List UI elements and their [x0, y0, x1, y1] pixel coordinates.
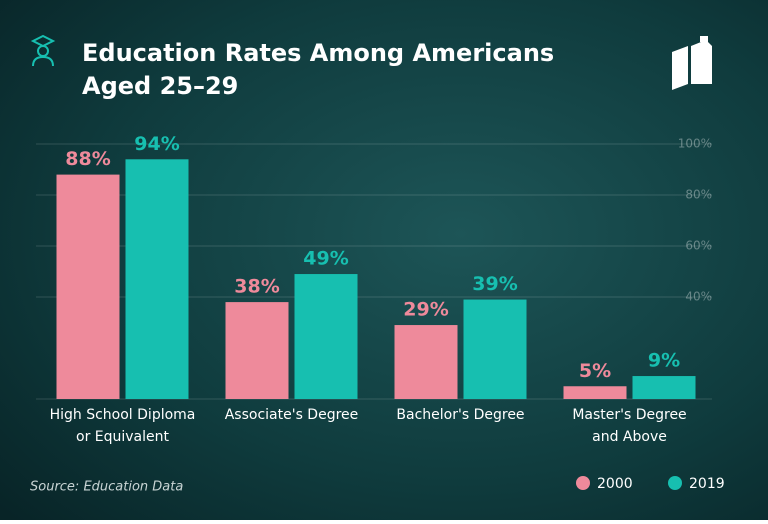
y-tick-label: 60%	[685, 239, 712, 253]
value-label: 29%	[403, 299, 448, 321]
bar	[125, 159, 189, 399]
value-label: 39%	[472, 273, 517, 295]
bar	[56, 174, 120, 399]
logo	[672, 36, 712, 90]
bar	[463, 299, 527, 399]
source: Source: Education Data	[30, 480, 183, 495]
bar	[563, 386, 627, 399]
value-label: 5%	[579, 360, 611, 382]
x-tick-label: Master's Degree and Above	[572, 407, 687, 445]
chart-title: Education Rates Among Americans Aged 25–…	[82, 39, 555, 100]
x-label-box: Associate's Degree	[224, 407, 359, 423]
value-label: 88%	[65, 148, 110, 170]
legend-label: 2000	[597, 476, 633, 492]
legend-marker	[668, 476, 682, 490]
bar	[225, 302, 289, 399]
title-icon	[30, 34, 56, 67]
value-label: 38%	[234, 276, 279, 298]
value-label: 94%	[134, 133, 179, 155]
y-tick-label: 40%	[685, 290, 712, 304]
title-box: Education Rates Among Americans Aged 25–…	[82, 39, 555, 100]
legend-marker	[576, 476, 590, 490]
bar	[294, 274, 358, 399]
value-label: 9%	[648, 350, 680, 372]
y-tick-label: 80%	[685, 188, 712, 202]
y-tick-label: 100%	[678, 137, 712, 151]
x-tick-label: High School Diploma or Equivalent	[49, 407, 196, 445]
value-label: 49%	[303, 248, 348, 270]
legend-label: 2019	[689, 476, 725, 492]
x-tick-label: Associate's Degree	[224, 407, 359, 423]
x-tick-label: Bachelor's Degree	[396, 407, 525, 423]
x-label-box: Master's Degree and Above	[572, 407, 687, 445]
x-label-box: High School Diploma or Equivalent	[49, 407, 196, 445]
x-label-box: Bachelor's Degree	[396, 407, 525, 423]
bar	[632, 376, 696, 399]
bar	[394, 325, 458, 399]
